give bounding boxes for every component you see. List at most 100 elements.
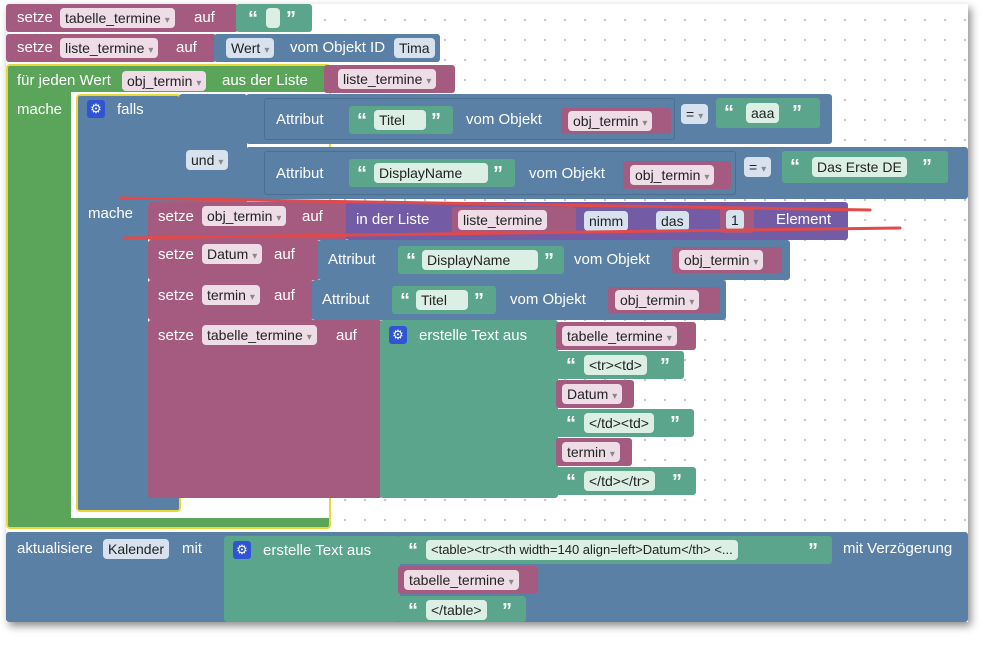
join-item-tabelle[interactable]: tabelle_termine ▾	[556, 322, 696, 350]
close-quote-icon: ”	[792, 102, 802, 124]
index-dropdown[interactable]: 1	[726, 210, 744, 230]
value-text-block-1[interactable]: “ aaa ”	[716, 98, 820, 128]
blockly-workspace[interactable]: setze tabelle_termine ▾ auf “ ” setze lis…	[6, 4, 968, 622]
attr-name-text-block[interactable]: “ Titel ”	[392, 286, 496, 314]
update-text-2[interactable]: “ </table> ”	[398, 596, 526, 622]
join-item-td-td[interactable]: “ </td><td> ”	[556, 409, 694, 437]
update-var-block[interactable]: tabelle_termine ▾	[398, 566, 538, 594]
join-item-termin[interactable]: termin ▾	[556, 438, 632, 466]
list-var-block[interactable]: liste_termine ▾	[324, 65, 455, 93]
dropdown-arrow-icon: ▾	[276, 213, 282, 224]
index-block[interactable]: 1	[720, 207, 754, 233]
obj-var-block[interactable]: obj_termin ▾	[623, 161, 731, 189]
join-item-td-tr[interactable]: “ </td></tr> ”	[556, 467, 696, 495]
join-item-tr-td[interactable]: “ <tr><td> ”	[556, 351, 684, 379]
var-dropdown[interactable]: tabelle_termine ▾	[60, 8, 175, 28]
var-name: tabelle_termine	[409, 572, 505, 588]
text-field[interactable]: <tr><td>	[584, 355, 647, 375]
set-datum-block[interactable]: setze Datum ▾ auf	[148, 240, 320, 280]
obj-var-block[interactable]: obj_termin ▾	[672, 247, 782, 273]
operator-dropdown-2[interactable]: = ▾	[744, 157, 772, 177]
attr-name-field[interactable]: DisplayName	[374, 163, 488, 183]
var-dropdown[interactable]: termin ▾	[562, 442, 620, 462]
and-block[interactable]: und ▾	[179, 94, 247, 204]
var-dropdown[interactable]: tabelle_termine ▾	[404, 570, 519, 590]
update-join-text-block[interactable]: ⚙ erstelle Text aus	[224, 536, 400, 622]
list-var-dropdown[interactable]: liste_termine ▾	[338, 69, 437, 89]
attr-name-field[interactable]: Titel	[374, 110, 426, 130]
var-dropdown[interactable]: Datum ▾	[562, 384, 623, 404]
get-state-block[interactable]: Wert ▾ vom Objekt ID Tima	[214, 34, 440, 62]
dropdown-arrow-icon: ▾	[249, 292, 255, 303]
var-dropdown[interactable]: termin ▾	[202, 285, 260, 305]
obj-var-dropdown[interactable]: obj_termin ▾	[630, 165, 715, 185]
value-field[interactable]: aaa	[746, 103, 780, 123]
var-dropdown[interactable]: obj_termin ▾	[202, 206, 287, 226]
obj-var-block[interactable]: obj_termin ▾	[608, 287, 720, 313]
loop-var-dropdown[interactable]: obj_termin ▾	[122, 71, 207, 91]
update-text-1[interactable]: “ <table><tr><th width=140 align=left>Da…	[398, 536, 832, 564]
text-field[interactable]: </td></tr>	[584, 471, 655, 491]
obj-var-dropdown[interactable]: obj_termin ▾	[568, 111, 653, 131]
dropdown-arrow-icon: ▾	[264, 45, 270, 56]
attribute-block-2[interactable]: Attribut “ DisplayName ” vom Objekt obj_…	[264, 151, 736, 195]
list-get-block[interactable]: in der Liste liste_termine nimm das 1 El…	[346, 202, 848, 240]
target-field[interactable]: Kalender	[103, 539, 170, 559]
close-quote-icon: ”	[670, 413, 680, 435]
set-obj-termin-block[interactable]: setze obj_termin ▾ auf	[148, 202, 348, 240]
value-text-block-2[interactable]: “ Das Erste DE ”	[782, 151, 948, 183]
set-termin-block[interactable]: setze termin ▾ auf	[148, 280, 314, 320]
set-tabelle-termine-block[interactable]: setze tabelle_termine ▾ auf	[6, 4, 238, 32]
with-label: mit	[182, 540, 202, 557]
take-dropdown[interactable]: nimm	[584, 211, 629, 231]
index-value: 1	[731, 212, 739, 228]
attr-name-text-block[interactable]: “ Titel ”	[349, 106, 453, 134]
from-list-label: aus der Liste	[222, 72, 308, 89]
var-dropdown[interactable]: Datum ▾	[202, 244, 263, 264]
attribute-label: Attribut	[276, 111, 324, 128]
list-var-block[interactable]: liste_termine	[452, 207, 576, 233]
set-keyword: setze	[17, 39, 53, 56]
which-dropdown[interactable]: das	[656, 211, 689, 231]
join-item-datum[interactable]: Datum ▾	[556, 380, 634, 408]
attribute-block-1[interactable]: Attribut “ Titel ” vom Objekt obj_termin…	[264, 98, 675, 140]
open-quote-icon: “	[408, 600, 418, 622]
empty-text-field[interactable]	[266, 8, 280, 28]
dropdown-arrow-icon: ▾	[689, 297, 695, 308]
object-id-field[interactable]: Tima	[394, 38, 435, 58]
obj-var-block[interactable]: obj_termin ▾	[561, 108, 671, 134]
list-var-dropdown[interactable]: liste_termine	[458, 210, 548, 230]
gear-icon[interactable]: ⚙	[389, 326, 407, 344]
gear-icon[interactable]: ⚙	[233, 541, 251, 559]
var-name: Datum	[567, 386, 609, 402]
attr-name-field[interactable]: DisplayName	[422, 250, 538, 270]
var-dropdown[interactable]: tabelle_termine ▾	[202, 325, 317, 345]
obj-var-dropdown[interactable]: obj_termin ▾	[615, 290, 700, 310]
set-liste-termine-block[interactable]: setze liste_termine ▾ auf	[6, 34, 216, 62]
attr-name-text-block[interactable]: “ DisplayName ”	[398, 246, 564, 274]
gear-icon[interactable]: ⚙	[87, 100, 105, 118]
obj-var-name: obj_termin	[684, 252, 750, 268]
join-text-block[interactable]: ⚙ erstelle Text aus	[380, 320, 558, 498]
value-field[interactable]: Das Erste DE	[812, 157, 907, 177]
termin-attribute-block[interactable]: Attribut “ Titel ” vom Objekt obj_termin…	[312, 280, 726, 320]
datum-attribute-block[interactable]: Attribut “ DisplayName ” vom Objekt obj_…	[318, 240, 790, 280]
close-quote-icon: ”	[660, 355, 670, 377]
text-field[interactable]: <table><tr><th width=140 align=left>Datu…	[426, 540, 738, 560]
value-dropdown[interactable]: Wert ▾	[226, 38, 275, 58]
close-quote-icon: ”	[922, 156, 932, 178]
open-quote-icon: “	[790, 156, 800, 178]
empty-string-block[interactable]: “ ”	[236, 4, 312, 32]
attr-name-field[interactable]: Titel	[416, 290, 468, 310]
set-tabelle-block[interactable]: setze tabelle_termine ▾ auf	[148, 320, 382, 498]
text-field[interactable]: </td><td>	[584, 413, 654, 433]
operator-dropdown-1[interactable]: = ▾	[681, 104, 709, 124]
var-dropdown[interactable]: tabelle_termine ▾	[562, 326, 677, 346]
text-field[interactable]: </table>	[426, 600, 487, 620]
obj-var-name: obj_termin	[620, 292, 686, 308]
obj-var-dropdown[interactable]: obj_termin ▾	[679, 250, 764, 270]
open-quote-icon: “	[248, 8, 258, 30]
var-dropdown[interactable]: liste_termine ▾	[60, 38, 159, 58]
and-dropdown[interactable]: und ▾	[186, 150, 229, 170]
attr-name-text-block[interactable]: “ DisplayName ”	[349, 159, 515, 187]
